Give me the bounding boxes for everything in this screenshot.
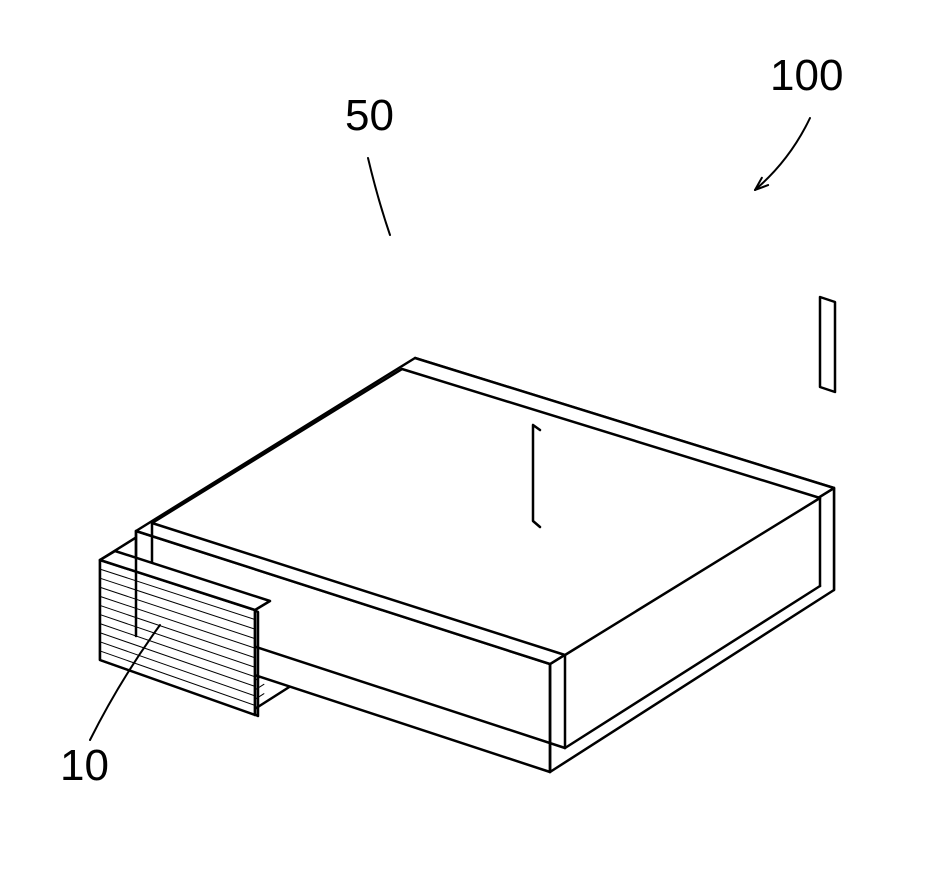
callout-label-10: 10 (60, 741, 109, 790)
diagram-svg: 100 50 10 (0, 0, 945, 882)
diagram-canvas: 100 50 10 (0, 0, 945, 882)
callout-label-50: 50 (345, 91, 394, 140)
callout-label-100: 100 (770, 51, 843, 100)
